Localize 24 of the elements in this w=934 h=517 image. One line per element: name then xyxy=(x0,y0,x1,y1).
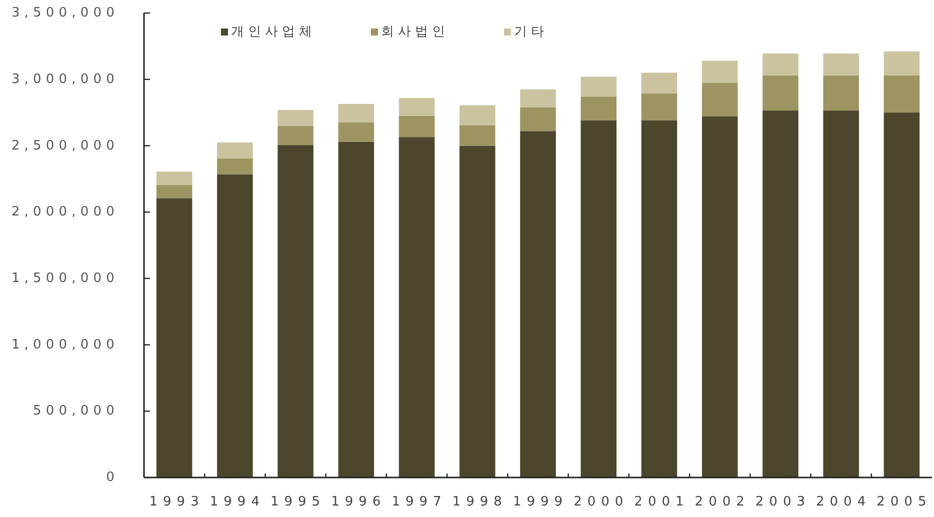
x-tick-label: 2002 xyxy=(694,494,750,510)
y-tick-label: 3,000,000 xyxy=(11,72,119,87)
x-tick-label: 2003 xyxy=(755,494,811,510)
y-tick-label: 0 xyxy=(106,470,119,486)
legend-label: 기타 xyxy=(514,24,548,40)
x-tick-label: 1998 xyxy=(452,494,508,510)
x-tick-label: 1999 xyxy=(512,494,568,510)
x-tick-label: 2001 xyxy=(634,494,690,510)
y-tick-label: 2,000,000 xyxy=(11,204,119,220)
x-tick-label: 1995 xyxy=(270,494,326,510)
x-tick-label: 2004 xyxy=(816,494,872,510)
x-tick-label: 1993 xyxy=(149,494,204,510)
y-tick-label: 500,000 xyxy=(33,404,119,419)
y-tick-label: 1,000,000 xyxy=(11,337,119,352)
x-tick-label: 1997 xyxy=(392,494,447,510)
y-tick-label: 1,500,000 xyxy=(11,270,119,286)
x-tick-label: 2005 xyxy=(876,494,932,510)
x-tick-label: 2000 xyxy=(574,494,629,510)
x-tick-label: 1994 xyxy=(210,494,265,510)
y-tick-label: 3,500,000 xyxy=(11,6,119,21)
legend-label: 개인사업체 xyxy=(231,24,316,40)
x-tick-label: 1996 xyxy=(331,494,386,510)
y-tick-label: 2,500,000 xyxy=(11,138,119,154)
legend-label: 회사법인 xyxy=(381,24,449,40)
